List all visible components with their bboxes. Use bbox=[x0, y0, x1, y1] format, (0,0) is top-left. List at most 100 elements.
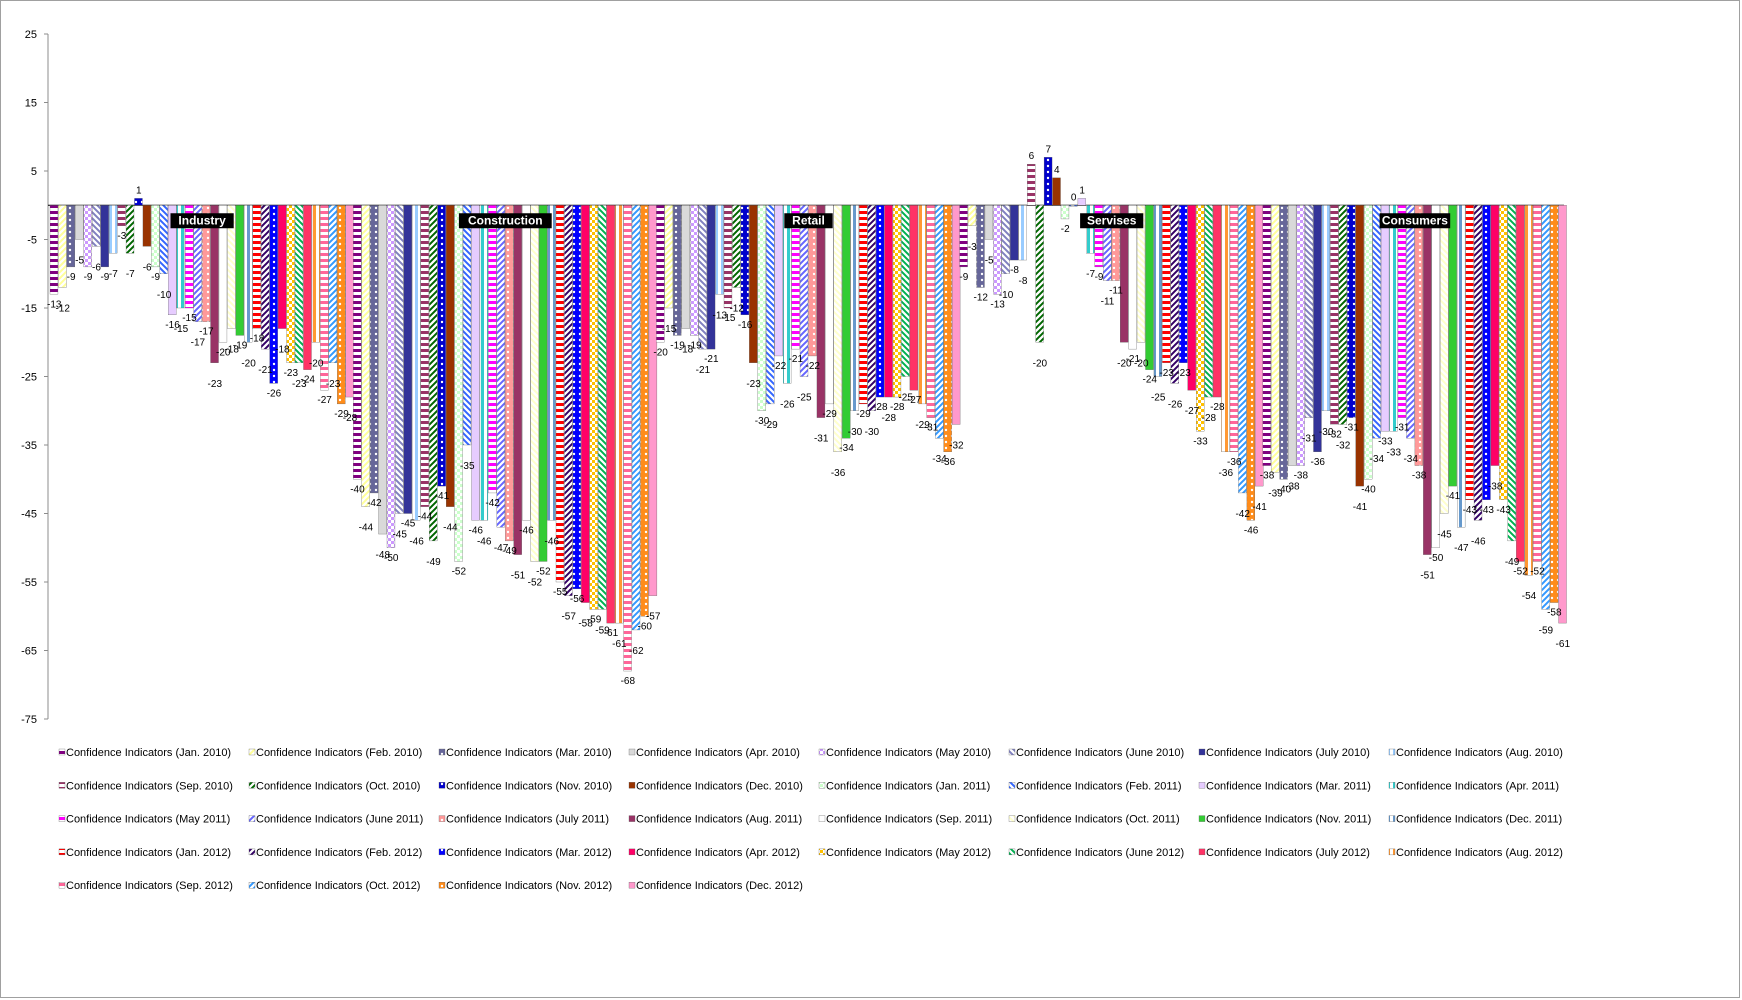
data-label: -22 bbox=[772, 361, 787, 372]
data-label: -8 bbox=[1019, 276, 1028, 287]
bar bbox=[235, 205, 244, 336]
bar bbox=[445, 205, 455, 507]
y-tick-label: -15 bbox=[21, 303, 37, 315]
bar bbox=[1304, 205, 1314, 418]
bar bbox=[1221, 205, 1230, 453]
legend-label: Confidence Indicators (Apr. 2011) bbox=[1396, 780, 1559, 792]
data-label: -33 bbox=[1193, 436, 1208, 447]
data-label: -31 bbox=[814, 434, 829, 445]
bar bbox=[640, 205, 649, 617]
legend-swatch bbox=[628, 748, 636, 756]
data-label: -18 bbox=[275, 345, 290, 356]
bar bbox=[1027, 163, 1036, 206]
y-tick-label: -5 bbox=[27, 235, 37, 247]
data-label: -42 bbox=[485, 498, 500, 509]
bar bbox=[1288, 205, 1297, 466]
bar bbox=[555, 205, 565, 583]
bar bbox=[959, 205, 968, 268]
data-label: -11 bbox=[1109, 286, 1123, 297]
bar bbox=[656, 205, 665, 343]
data-label: -9 bbox=[67, 272, 76, 283]
data-label: -62 bbox=[629, 646, 644, 657]
legend-swatch bbox=[1008, 848, 1016, 856]
data-label: -33 bbox=[1387, 447, 1402, 458]
bar bbox=[496, 205, 505, 528]
legend-swatch bbox=[1198, 848, 1206, 856]
bar bbox=[1397, 205, 1407, 418]
bar bbox=[176, 205, 185, 309]
data-label: -20 bbox=[216, 347, 231, 358]
data-label: -47 bbox=[494, 543, 509, 554]
data-label: -58 bbox=[1547, 608, 1562, 619]
bar bbox=[740, 205, 750, 315]
data-label: -19 bbox=[687, 340, 702, 351]
bar bbox=[766, 205, 775, 405]
bar bbox=[859, 205, 868, 405]
legend-swatch bbox=[1198, 748, 1206, 756]
bar bbox=[993, 205, 1002, 295]
bar bbox=[1128, 205, 1137, 350]
data-label: -46 bbox=[545, 536, 560, 547]
bar bbox=[261, 205, 270, 350]
bar bbox=[142, 205, 152, 247]
data-label: -41 bbox=[1446, 491, 1461, 502]
data-label: -41 bbox=[1353, 502, 1368, 513]
bar bbox=[1321, 205, 1331, 411]
bar bbox=[1338, 205, 1347, 425]
bar bbox=[1162, 205, 1171, 363]
legend-label: Confidence Indicators (May 2010) bbox=[826, 747, 991, 759]
bar bbox=[935, 205, 944, 439]
category-label-bg bbox=[1080, 213, 1144, 229]
bar bbox=[75, 205, 84, 240]
bar bbox=[783, 205, 792, 384]
bar bbox=[420, 205, 429, 507]
category-label: Industry bbox=[178, 213, 226, 227]
legend-swatch bbox=[628, 815, 636, 822]
bar bbox=[547, 205, 556, 521]
data-label: 1 bbox=[136, 185, 142, 196]
data-label: -52 bbox=[1530, 566, 1545, 577]
bar bbox=[1516, 205, 1525, 562]
bar bbox=[1060, 205, 1070, 220]
data-label: -40 bbox=[1277, 484, 1292, 495]
bar bbox=[1355, 205, 1364, 487]
bar bbox=[1507, 205, 1516, 542]
data-label: -28 bbox=[1210, 402, 1225, 413]
legend-swatch bbox=[628, 782, 636, 789]
data-label: -32 bbox=[949, 440, 964, 451]
legend-label: Confidence Indicators (June 2010) bbox=[1016, 747, 1184, 759]
data-label: 1 bbox=[1079, 185, 1085, 196]
legend-label: Confidence Indicators (Oct. 2011) bbox=[1016, 814, 1180, 826]
data-label: -34 bbox=[932, 454, 947, 465]
legend-label: Confidence Indicators (Nov. 2012) bbox=[446, 880, 612, 892]
legend-label: Confidence Indicators (Jan. 2010) bbox=[66, 747, 231, 759]
bar bbox=[386, 205, 396, 548]
bar bbox=[1255, 205, 1264, 487]
bar bbox=[757, 205, 766, 411]
bar bbox=[850, 205, 859, 411]
bar bbox=[984, 205, 994, 240]
bar bbox=[1001, 205, 1010, 274]
bar bbox=[572, 205, 582, 590]
data-label: -30 bbox=[755, 416, 770, 427]
bar bbox=[159, 205, 168, 274]
bar bbox=[125, 205, 135, 254]
data-label: -49 bbox=[426, 557, 441, 568]
bar bbox=[252, 205, 261, 329]
bar bbox=[598, 205, 607, 610]
data-label: -45 bbox=[392, 530, 407, 541]
data-label: -21 bbox=[1126, 354, 1141, 365]
bar bbox=[589, 205, 598, 610]
bar bbox=[117, 205, 126, 226]
category-label-bg bbox=[170, 213, 234, 229]
data-label: -9 bbox=[1095, 272, 1104, 283]
bar bbox=[799, 205, 809, 377]
bar bbox=[816, 205, 826, 418]
legend-label: Confidence Indicators (Nov. 2010) bbox=[446, 780, 612, 792]
data-label: -12 bbox=[55, 303, 70, 314]
data-label: -12 bbox=[973, 292, 988, 303]
y-tick-label: -55 bbox=[21, 577, 37, 589]
bar bbox=[732, 205, 741, 288]
bar bbox=[1145, 205, 1154, 370]
